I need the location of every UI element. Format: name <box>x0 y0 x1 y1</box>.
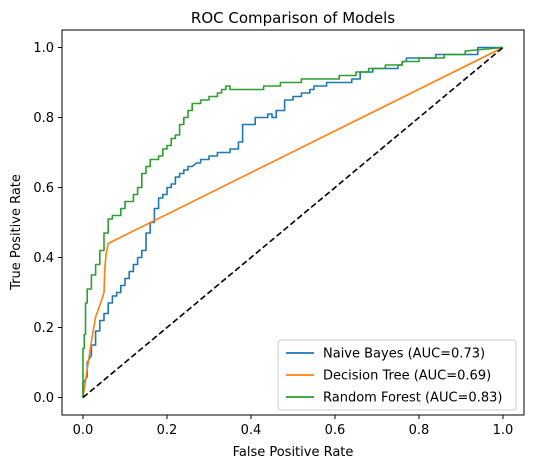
plot-frame <box>61 29 525 416</box>
y-tick-label: 0.4 <box>33 251 54 266</box>
x-tick-label: 0.8 <box>409 423 430 438</box>
y-tick-label: 1.0 <box>33 41 54 56</box>
series-line-0 <box>82 46 503 398</box>
y-axis-label: True Positive Rate <box>9 174 24 291</box>
y-tick-label: 0.2 <box>33 321 54 336</box>
series-line-1 <box>82 46 504 398</box>
y-tick-label: 0.0 <box>33 391 54 406</box>
y-tick-label: 0.8 <box>33 111 54 126</box>
axis-ticks: 0.0 0.2 0.4 0.6 0.8 1.0 0.0 0.2 0.4 0.6 0.8 1.0 <box>33 41 513 438</box>
legend-label-1: Decision Tree (AUC=0.69) <box>323 369 491 384</box>
x-axis-label: False Positive Rate <box>233 445 354 460</box>
legend: Naive Bayes (AUC=0.73) Decision Tree (AUC… <box>277 339 517 411</box>
legend-box <box>277 339 517 411</box>
x-tick-label: 0.4 <box>241 423 262 438</box>
chance-reference-line <box>82 46 504 399</box>
series-line-2 <box>82 46 504 398</box>
x-tick-label: 1.0 <box>493 423 514 438</box>
legend-label-2: Random Forest (AUC=0.83) <box>323 391 502 406</box>
chart-title: ROC Comparison of Models <box>191 9 395 27</box>
y-tick-label: 0.6 <box>33 181 54 196</box>
legend-label-0: Naive Bayes (AUC=0.73) <box>323 347 485 362</box>
series-layer <box>82 46 504 399</box>
x-tick-label: 0.0 <box>73 423 94 438</box>
x-tick-label: 0.2 <box>157 423 178 438</box>
x-tick-label: 0.6 <box>325 423 346 438</box>
